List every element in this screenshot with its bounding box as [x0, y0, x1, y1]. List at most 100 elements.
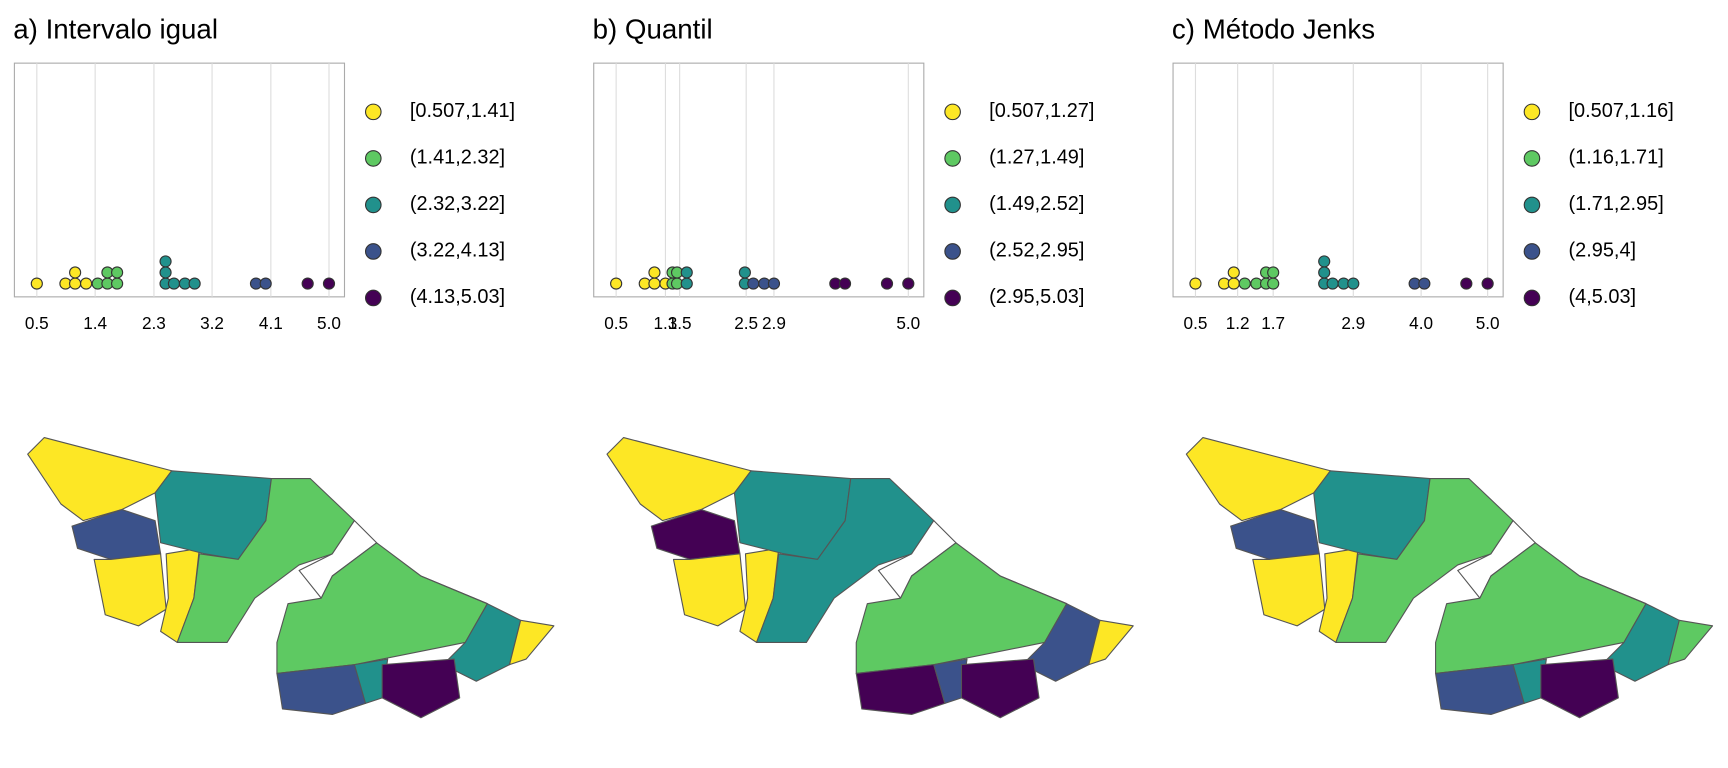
x-tick-label: 1.2	[1226, 313, 1250, 333]
x-tick-label: 5.0	[896, 313, 920, 333]
dot	[610, 277, 623, 290]
legend-key	[1523, 150, 1541, 167]
legend-label: (4.13,5.03]	[410, 286, 505, 308]
legend-key	[1523, 196, 1541, 214]
x-tick-label: 1.4	[83, 313, 107, 333]
dot	[1238, 277, 1251, 290]
x-tick-label: 1.3	[654, 313, 678, 333]
legend-label: (1.71,2.95]	[1569, 193, 1664, 215]
dot	[111, 277, 124, 290]
dot	[1318, 255, 1331, 268]
x-tick-label: 1.5	[668, 313, 692, 333]
dot	[648, 266, 661, 279]
x-tick-label: 1.7	[1261, 313, 1285, 333]
dot	[680, 266, 693, 279]
dot	[301, 277, 314, 290]
panel: c) Método Jenks 0.5 1.2 1.7 2.9 4.0 5.0 [0.507,…	[1172, 13, 1674, 333]
legend-key	[364, 150, 382, 167]
dot	[747, 277, 760, 290]
legend-key	[364, 196, 382, 214]
dot	[1418, 277, 1431, 290]
map	[1185, 436, 1714, 719]
legend-label: (1.49,2.52]	[989, 193, 1084, 215]
dot	[322, 277, 336, 290]
legend-key	[1523, 289, 1541, 307]
x-tick-label: 2.5	[734, 313, 758, 333]
x-tick-label: 2.3	[142, 313, 166, 333]
legend-label: (1.41,2.32]	[410, 147, 505, 169]
legend-key	[944, 196, 961, 214]
panel-title: c) Método Jenks	[1172, 13, 1375, 44]
dot	[111, 266, 124, 279]
legend-key	[944, 150, 961, 167]
legend-label: (4,5.03]	[1569, 286, 1637, 308]
legend-key	[364, 289, 382, 307]
dot	[1189, 277, 1202, 290]
dot	[1227, 277, 1240, 290]
dot	[167, 277, 181, 290]
legend-label: [0.507,1.16]	[1569, 100, 1674, 122]
x-tick-label: 4.1	[259, 313, 283, 333]
legend-key	[1523, 243, 1541, 260]
map	[27, 436, 555, 719]
dot	[1318, 266, 1331, 279]
map	[606, 436, 1134, 719]
legend-label: (3.22,4.13]	[410, 240, 505, 262]
legend-key	[944, 243, 961, 260]
dot	[767, 277, 781, 290]
dot	[69, 266, 82, 279]
dot	[680, 277, 693, 290]
panel-title: a) Intervalo igual	[13, 13, 218, 44]
maps	[27, 436, 1714, 719]
legend-key	[1523, 103, 1541, 121]
panel-title: b) Quantil	[593, 13, 713, 44]
dot	[1267, 277, 1280, 290]
scaled: a) Intervalo igual 0.5 1.4 2.3 3.2 4.1 5.0 [0.5…	[13, 13, 1714, 719]
x-tick-label: 3.2	[200, 313, 224, 333]
panel: b) Quantil 0.5 1.31.5 2.5 2.9 5.0 [0.507,1.27]…	[593, 13, 1095, 333]
legend-label: [0.507,1.41]	[410, 100, 515, 122]
dot	[1460, 277, 1473, 290]
dot	[648, 277, 661, 290]
plot-frame	[13, 62, 346, 298]
x-tick-label: 4.0	[1409, 313, 1433, 333]
dot	[1227, 266, 1240, 279]
legend-label: (2.95,4]	[1569, 240, 1637, 262]
legend-label: [0.507,1.27]	[989, 100, 1094, 122]
dot	[738, 266, 751, 279]
x-tick-label: 0.5	[604, 313, 628, 333]
dot	[259, 277, 272, 290]
dot	[838, 277, 852, 290]
dot	[80, 277, 93, 290]
legend-key	[364, 103, 382, 121]
plots: a) Intervalo igual 0.5 1.4 2.3 3.2 4.1 5.0 [0.5…	[13, 13, 1673, 333]
dot	[902, 277, 915, 290]
dot	[1347, 277, 1360, 290]
legend-key	[364, 243, 382, 260]
panel: a) Intervalo igual 0.5 1.4 2.3 3.2 4.1 5.0 [0.5…	[13, 13, 515, 333]
plot-frame	[593, 62, 925, 298]
dot	[880, 277, 894, 290]
x-tick-label: 2.9	[762, 313, 786, 333]
dot	[1481, 277, 1494, 290]
dot	[1267, 266, 1280, 279]
dot	[30, 277, 43, 290]
legend-label: (1.27,1.49]	[989, 147, 1084, 169]
legend-label: (2.32,3.22]	[410, 193, 505, 215]
dot	[159, 255, 172, 268]
legend-label: (1.16,1.71]	[1569, 147, 1664, 169]
dot	[159, 266, 172, 279]
x-tick-label: 5.0	[1476, 313, 1500, 333]
x-tick-label: 0.5	[1184, 313, 1208, 333]
x-tick-label: 2.9	[1341, 313, 1365, 333]
dot	[69, 277, 82, 290]
plot-frame	[1172, 62, 1504, 298]
x-tick-label: 0.5	[25, 313, 49, 333]
legend-key	[944, 103, 961, 121]
dot	[188, 277, 201, 290]
legend-key	[944, 289, 961, 307]
x-tick-label: 5.0	[317, 313, 341, 333]
legend-label: (2.95,5.03]	[989, 286, 1084, 308]
dot	[1326, 277, 1339, 290]
